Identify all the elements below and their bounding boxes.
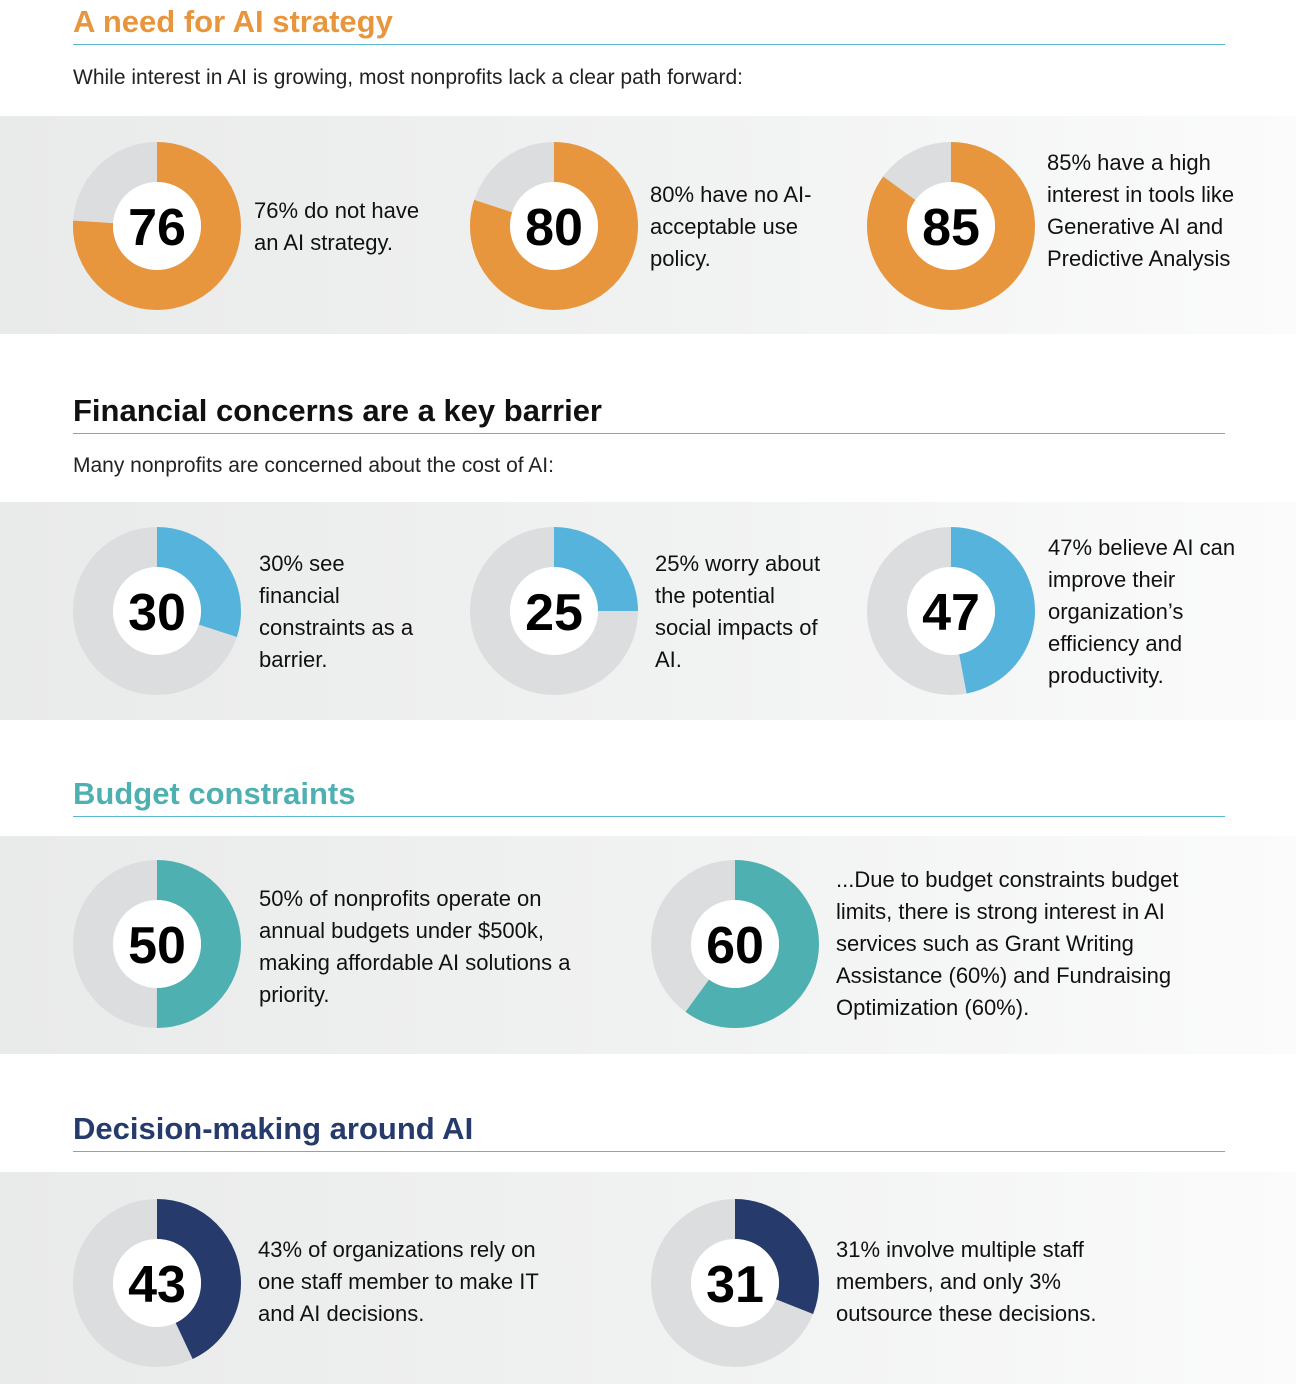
donut-value-arc xyxy=(867,142,1035,310)
donut-center xyxy=(113,567,201,655)
section-title: Decision-making around AI xyxy=(73,1111,1225,1152)
donut-chart: 25 xyxy=(470,527,638,695)
section-title: A need for AI strategy xyxy=(73,4,1225,45)
donut-center xyxy=(691,1239,779,1327)
donut-value-label: 30 xyxy=(128,584,186,642)
donut-center xyxy=(113,1239,201,1327)
donut-svg: 85 xyxy=(867,142,1035,310)
donut-value-label: 60 xyxy=(706,917,764,975)
stat-description: 50% of nonprofits operate on annual budg… xyxy=(259,886,571,1007)
donut-svg: 60 xyxy=(651,860,819,1028)
donut-value-arc xyxy=(651,1199,819,1367)
stat-description: 47% believe AI can improve their organiz… xyxy=(1048,535,1236,688)
donut-chart: 80 xyxy=(470,142,638,310)
donut-center xyxy=(907,567,995,655)
section-title: Budget constraints xyxy=(73,776,1225,817)
section-title: Financial concerns are a key barrier xyxy=(73,393,1225,434)
donut-center xyxy=(113,182,201,270)
donut-value-arc xyxy=(73,142,241,310)
donut-svg: 80 xyxy=(470,142,638,310)
stat-description: ...Due to budget constraints budget limi… xyxy=(836,867,1179,1020)
donut-svg: 31 xyxy=(651,1199,819,1367)
donut-chart: 30 xyxy=(73,527,241,695)
donut-chart: 85 xyxy=(867,142,1035,310)
donut-chart: 43 xyxy=(73,1199,241,1367)
section-subtitle: Many nonprofits are concerned about the … xyxy=(73,454,554,477)
donut-chart: 31 xyxy=(651,1199,819,1367)
donut-chart: 60 xyxy=(651,860,819,1028)
donut-chart: 47 xyxy=(867,527,1035,695)
donut-value-label: 31 xyxy=(706,1256,764,1314)
donut-value-arc xyxy=(867,527,1035,695)
stat-description: 80% have no AI-acceptable use policy. xyxy=(650,182,812,271)
stat-description: 85% have a high interest in tools like G… xyxy=(1047,150,1235,271)
donut-svg: 43 xyxy=(73,1199,241,1367)
donut-value-label: 25 xyxy=(525,584,583,642)
donut-value-label: 85 xyxy=(922,199,980,257)
donut-value-label: 50 xyxy=(128,917,186,975)
stat-description: 43% of organizations rely on one staff m… xyxy=(258,1237,539,1326)
donut-value-arc xyxy=(651,860,819,1028)
donut-center xyxy=(113,900,201,988)
donut-center xyxy=(510,567,598,655)
donut-value-label: 43 xyxy=(128,1256,186,1314)
donut-value-label: 76 xyxy=(128,199,186,257)
donut-value-label: 47 xyxy=(922,584,980,642)
donut-svg: 47 xyxy=(867,527,1035,695)
donut-value-arc xyxy=(73,527,241,695)
donut-value-arc xyxy=(470,142,638,310)
donut-svg: 30 xyxy=(73,527,241,695)
donut-svg: 50 xyxy=(73,860,241,1028)
donut-value-arc xyxy=(470,527,638,695)
donut-chart: 76 xyxy=(73,142,241,310)
donut-chart: 50 xyxy=(73,860,241,1028)
donut-center xyxy=(691,900,779,988)
donut-value-arc xyxy=(73,860,241,1028)
donut-value-label: 80 xyxy=(525,199,583,257)
section-subtitle: While interest in AI is growing, most no… xyxy=(73,66,743,89)
donut-svg: 25 xyxy=(470,527,638,695)
donut-center xyxy=(907,182,995,270)
donut-svg: 76 xyxy=(73,142,241,310)
stat-description: 25% worry about the potential social imp… xyxy=(655,551,821,672)
donut-value-arc xyxy=(73,1199,241,1367)
stat-description: 76% do not have an AI strategy. xyxy=(254,198,420,255)
stat-description: 30% see financial constraints as a barri… xyxy=(259,551,414,672)
donut-center xyxy=(510,182,598,270)
stat-description: 31% involve multiple staff members, and … xyxy=(836,1237,1097,1326)
